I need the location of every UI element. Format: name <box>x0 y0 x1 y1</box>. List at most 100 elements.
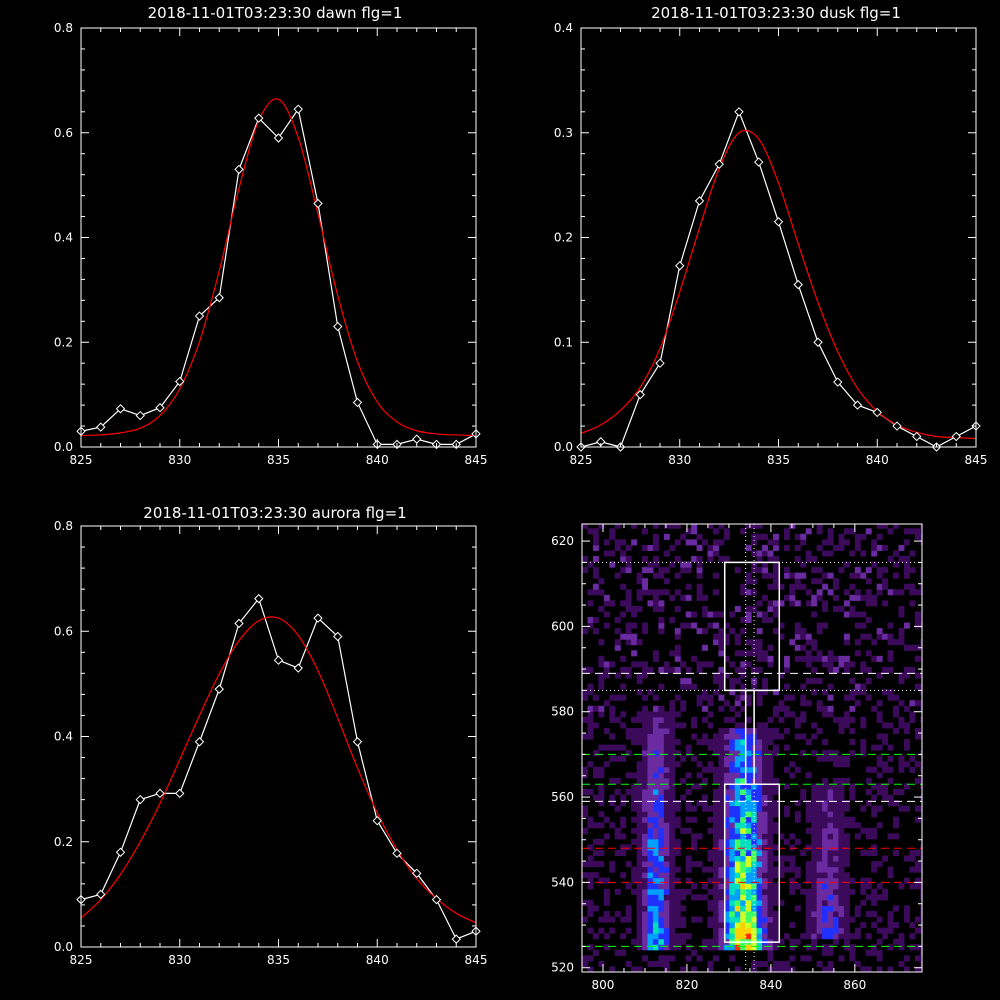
heatmap-cell <box>882 524 889 529</box>
heatmap-cell <box>767 888 774 895</box>
heatmap-cell <box>663 910 670 918</box>
heatmap-cell <box>876 772 883 779</box>
heatmap-cell <box>882 666 889 673</box>
heatmap-cell <box>871 783 878 790</box>
heatmap-plot-area <box>582 524 922 972</box>
heatmap-cell <box>882 855 889 862</box>
heatmap-cell <box>647 855 654 862</box>
heatmap-cell <box>762 905 769 912</box>
heatmap-cell <box>860 594 867 601</box>
heatmap-cell <box>674 816 681 823</box>
heatmap-cell <box>756 556 763 563</box>
heatmap-cell <box>631 639 638 646</box>
heatmap-cell <box>865 933 872 940</box>
heatmap-cell <box>876 711 883 718</box>
heatmap-cell <box>718 556 725 563</box>
heatmap-cell <box>794 816 801 823</box>
heatmap-cell <box>762 617 769 624</box>
heatmap-cell <box>920 777 922 784</box>
heatmap-cell <box>620 711 627 718</box>
heatmap-cell <box>789 833 796 840</box>
heatmap-cell <box>658 927 665 934</box>
heatmap-cell <box>805 894 812 901</box>
heatmap-cell <box>920 927 922 934</box>
heatmap-cell <box>745 661 752 668</box>
heatmap-cell <box>860 849 867 857</box>
heatmap-cell <box>745 772 752 779</box>
heatmap-cell <box>625 556 632 563</box>
heatmap-cell <box>822 866 829 873</box>
heatmap-cell <box>805 888 812 895</box>
heatmap-cell <box>685 827 692 834</box>
heatmap-cell <box>783 594 790 601</box>
heatmap-cell <box>712 922 719 929</box>
heatmap-cell <box>838 827 845 834</box>
heatmap-cell <box>631 783 638 790</box>
heatmap-cell <box>865 788 872 796</box>
heatmap-cell <box>871 899 878 906</box>
heatmap-cell <box>860 827 867 834</box>
heatmap-cell <box>702 800 709 807</box>
heatmap-cell <box>827 666 834 673</box>
aurora-data-point <box>194 737 205 747</box>
heatmap-cell <box>745 572 752 579</box>
heatmap-cell <box>816 528 823 535</box>
heatmap-cell <box>642 955 648 962</box>
heatmap-cell <box>718 744 725 751</box>
heatmap-cell <box>920 583 922 590</box>
heatmap-cell <box>685 955 692 962</box>
heatmap-cell <box>827 755 834 762</box>
heatmap-cell <box>582 694 588 701</box>
heatmap-cell <box>691 716 698 723</box>
heatmap-cell <box>751 827 758 834</box>
heatmap-cell <box>674 722 681 729</box>
heatmap-cell <box>642 910 648 918</box>
heatmap-cell <box>652 788 659 796</box>
heatmap-cell <box>669 888 676 895</box>
heatmap-cell <box>849 955 856 962</box>
heatmap-cell <box>767 811 774 818</box>
heatmap-cell <box>860 533 867 540</box>
heatmap-cell <box>614 672 621 679</box>
heatmap-cell <box>756 628 763 635</box>
heatmap-cell <box>603 933 610 940</box>
heatmap-cell <box>729 838 736 845</box>
heatmap-cell <box>849 916 856 923</box>
heatmap-cell <box>723 794 730 801</box>
heatmap-cell <box>680 683 687 690</box>
heatmap-cell <box>652 838 659 845</box>
heatmap-cell <box>762 849 769 857</box>
heatmap-cell <box>794 544 801 551</box>
heatmap-cell <box>685 861 692 868</box>
dawn-ytick-label: 0.4 <box>54 231 73 245</box>
heatmap-cell <box>849 727 856 734</box>
heatmap-cell <box>642 556 648 563</box>
heatmap-cell <box>903 572 910 579</box>
heatmap-cell <box>756 794 763 801</box>
heatmap-cell <box>647 777 654 784</box>
heatmap-cell <box>707 938 714 945</box>
heatmap-cell <box>658 844 665 851</box>
heatmap-cell <box>647 600 654 607</box>
heatmap-cell <box>811 866 818 873</box>
heatmap-cell <box>603 744 610 751</box>
heatmap-cell <box>702 661 709 668</box>
heatmap-cell <box>729 744 736 751</box>
heatmap-cell <box>729 899 736 906</box>
heatmap-cell <box>609 528 616 535</box>
heatmap-cell <box>652 705 659 712</box>
heatmap-cell <box>811 922 818 929</box>
heatmap-cell <box>598 711 605 718</box>
heatmap-cell <box>587 683 594 690</box>
heatmap-cell <box>871 639 878 646</box>
heatmap-cell <box>652 556 659 563</box>
heatmap-cell <box>822 539 829 546</box>
heatmap-cell <box>587 666 594 673</box>
heatmap-cell <box>669 805 676 812</box>
heatmap-cell <box>729 805 736 812</box>
heatmap-cell <box>772 544 779 551</box>
heatmap-cell <box>767 550 774 557</box>
heatmap-cell <box>805 639 812 646</box>
heatmap-cell <box>636 739 643 746</box>
heatmap-cell <box>805 700 812 707</box>
